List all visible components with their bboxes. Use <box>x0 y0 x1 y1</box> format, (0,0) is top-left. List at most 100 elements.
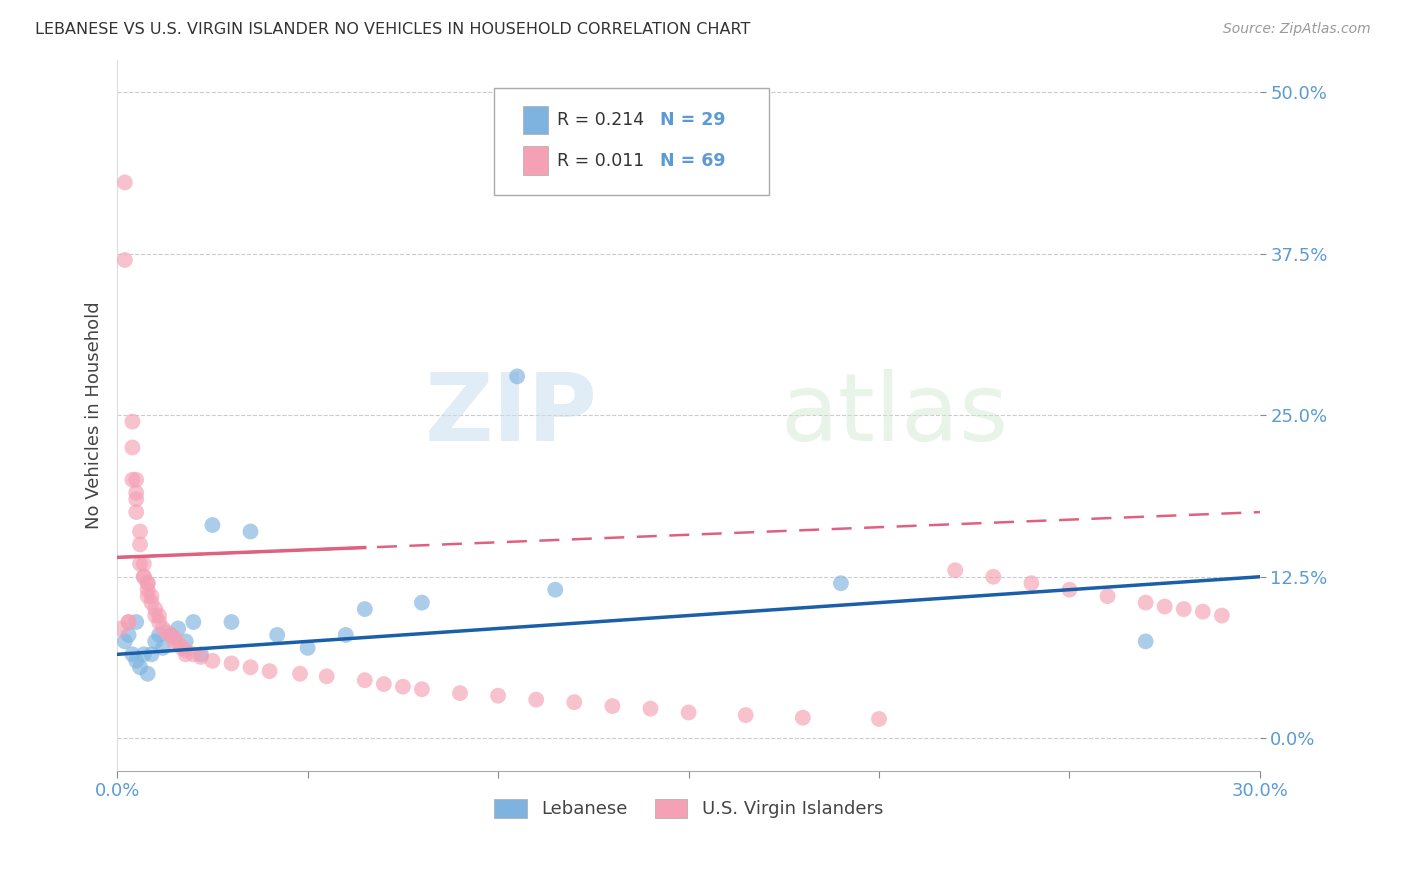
Point <box>792 711 814 725</box>
Point <box>136 582 159 597</box>
Point <box>1097 589 1119 603</box>
Point <box>288 666 311 681</box>
Point <box>602 699 624 714</box>
Point <box>125 505 148 519</box>
Point <box>201 518 224 533</box>
Text: atlas: atlas <box>780 369 1008 461</box>
Point <box>943 563 966 577</box>
Bar <box>523 146 548 175</box>
Point <box>353 673 375 688</box>
Legend: Lebanese, U.S. Virgin Islanders: Lebanese, U.S. Virgin Islanders <box>486 792 890 826</box>
Point <box>132 570 155 584</box>
Point <box>524 692 547 706</box>
Text: R = 0.214: R = 0.214 <box>557 111 644 129</box>
Point <box>1135 596 1157 610</box>
Point <box>201 654 224 668</box>
Point <box>335 628 357 642</box>
Point <box>136 576 159 591</box>
Point <box>129 557 152 571</box>
Point <box>678 706 700 720</box>
Point <box>152 640 174 655</box>
Point <box>562 695 585 709</box>
Point <box>121 648 143 662</box>
Point <box>114 634 136 648</box>
Point <box>239 524 262 539</box>
Point <box>141 589 163 603</box>
Point <box>353 602 375 616</box>
Y-axis label: No Vehicles in Household: No Vehicles in Household <box>86 301 103 529</box>
Point <box>156 625 179 640</box>
Point <box>1211 608 1233 623</box>
Point <box>734 708 756 723</box>
Point <box>129 660 152 674</box>
Point <box>159 628 181 642</box>
Point <box>163 631 186 645</box>
Point <box>132 557 155 571</box>
Point <box>125 473 148 487</box>
Point <box>143 602 166 616</box>
Point <box>167 636 190 650</box>
Point <box>315 669 337 683</box>
Point <box>190 648 212 662</box>
Point <box>110 622 132 636</box>
Point <box>159 628 181 642</box>
Point <box>141 596 163 610</box>
Point <box>1021 576 1043 591</box>
Point <box>167 622 190 636</box>
Point <box>125 654 148 668</box>
Point <box>1191 605 1213 619</box>
Point <box>170 640 193 655</box>
Point <box>148 615 170 629</box>
Point <box>486 689 509 703</box>
Point <box>174 648 197 662</box>
Point <box>392 680 415 694</box>
Point <box>136 576 159 591</box>
Point <box>143 634 166 648</box>
Point <box>640 701 662 715</box>
Point <box>132 648 155 662</box>
Point <box>190 649 212 664</box>
Text: N = 29: N = 29 <box>659 111 725 129</box>
Point <box>266 628 288 642</box>
Point <box>183 648 205 662</box>
Point <box>1059 582 1081 597</box>
Point <box>1135 634 1157 648</box>
Bar <box>523 106 548 135</box>
Point <box>125 492 148 507</box>
Point <box>148 628 170 642</box>
Text: N = 69: N = 69 <box>659 152 725 169</box>
Point <box>183 615 205 629</box>
Point <box>125 485 148 500</box>
Point <box>297 640 319 655</box>
Text: Source: ZipAtlas.com: Source: ZipAtlas.com <box>1223 22 1371 37</box>
Point <box>981 570 1004 584</box>
Point <box>132 570 155 584</box>
Point <box>117 628 139 642</box>
Point <box>1173 602 1195 616</box>
Point <box>136 589 159 603</box>
Point <box>830 576 852 591</box>
Point <box>259 664 281 678</box>
Point <box>129 524 152 539</box>
Point <box>129 537 152 551</box>
Point <box>411 682 433 697</box>
Point <box>148 608 170 623</box>
Point <box>125 615 148 629</box>
Point <box>141 648 163 662</box>
Point <box>121 415 143 429</box>
FancyBboxPatch shape <box>495 88 769 194</box>
Text: ZIP: ZIP <box>425 369 598 461</box>
Point <box>506 369 529 384</box>
Point <box>449 686 471 700</box>
Point <box>114 176 136 190</box>
Point <box>143 608 166 623</box>
Point <box>373 677 395 691</box>
Point <box>1153 599 1175 614</box>
Point <box>121 441 143 455</box>
Text: LEBANESE VS U.S. VIRGIN ISLANDER NO VEHICLES IN HOUSEHOLD CORRELATION CHART: LEBANESE VS U.S. VIRGIN ISLANDER NO VEHI… <box>35 22 751 37</box>
Point <box>136 666 159 681</box>
Point <box>174 643 197 657</box>
Point <box>117 615 139 629</box>
Point <box>239 660 262 674</box>
Point <box>544 582 567 597</box>
